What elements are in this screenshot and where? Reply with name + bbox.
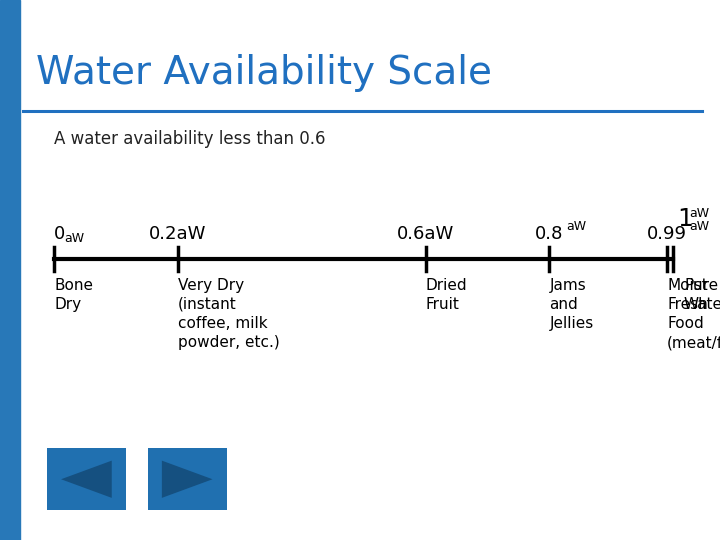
- Text: A water availability less than 0.6: A water availability less than 0.6: [54, 130, 325, 147]
- Text: 0.6aW: 0.6aW: [397, 225, 454, 243]
- Text: aW: aW: [689, 207, 709, 220]
- Text: 0: 0: [54, 225, 66, 243]
- Text: 0.2aW: 0.2aW: [149, 225, 207, 243]
- Text: 0.8: 0.8: [535, 225, 564, 243]
- Text: Jams
and
Jellies: Jams and Jellies: [549, 278, 593, 331]
- Text: aW: aW: [689, 220, 709, 233]
- Text: Dried
Fruit: Dried Fruit: [426, 278, 467, 312]
- Text: aW: aW: [64, 232, 84, 245]
- Text: aW: aW: [567, 220, 587, 233]
- Text: 1: 1: [677, 207, 693, 231]
- Text: Moist
Fresh
Food
(meat/fish): Moist Fresh Food (meat/fish): [667, 278, 720, 350]
- Text: Bone
Dry: Bone Dry: [54, 278, 93, 312]
- Text: 0.99: 0.99: [647, 225, 687, 243]
- Text: Water Availability Scale: Water Availability Scale: [36, 54, 492, 92]
- Text: Very Dry
(instant
coffee, milk
powder, etc.): Very Dry (instant coffee, milk powder, e…: [178, 278, 279, 350]
- Text: Pure
Water: Pure Water: [684, 278, 720, 312]
